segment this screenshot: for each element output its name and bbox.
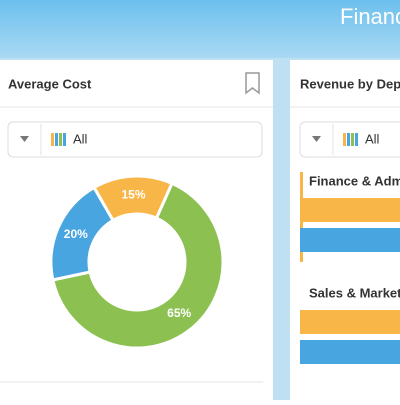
filter-icon xyxy=(343,133,358,146)
data-label: 15% xyxy=(121,187,145,201)
data-label: 65% xyxy=(167,306,191,320)
filter-dropdown[interactable] xyxy=(7,121,263,158)
bookmark-icon[interactable] xyxy=(245,72,260,95)
bar xyxy=(300,198,400,222)
card-title: Average Cost xyxy=(8,76,92,91)
donut-segment xyxy=(51,181,225,350)
header-title: Financ xyxy=(340,4,400,29)
filter-dropdown[interactable] xyxy=(299,121,400,158)
donut-chart: 15% 65% 20% xyxy=(49,174,225,350)
donut-segment xyxy=(49,185,116,282)
card-title: Revenue by Depa xyxy=(300,76,400,91)
dropdown-arrow xyxy=(312,136,321,142)
data-label: 20% xyxy=(64,227,88,241)
group-label: Finance & Admir xyxy=(309,173,400,188)
bar xyxy=(300,340,400,364)
dropdown-arrow xyxy=(20,136,29,142)
filter-label: All xyxy=(73,131,88,146)
bar xyxy=(300,310,400,334)
filter-label: All xyxy=(365,131,380,146)
group-label: Sales & Marketin xyxy=(309,285,400,300)
filter-icon xyxy=(51,133,66,146)
header-bar xyxy=(0,0,400,58)
bar xyxy=(300,228,400,252)
